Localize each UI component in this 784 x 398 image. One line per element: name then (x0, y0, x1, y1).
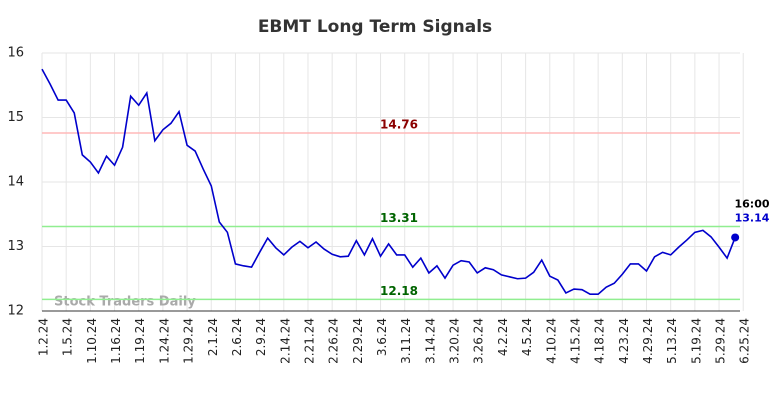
watermark: Stock Traders Daily (54, 295, 196, 310)
signal-label: 13.31 (380, 211, 418, 225)
signal-label: 14.76 (380, 117, 418, 131)
x-tick-label: 3.6.24 (375, 318, 389, 356)
y-tick-label: 12 (7, 304, 24, 319)
price-line (41, 68, 736, 296)
last-value: 13.14 (735, 211, 770, 224)
x-tick-label: 1.10.24 (85, 318, 99, 364)
x-tick-label: 2.1.24 (206, 318, 220, 356)
y-tick-label: 15 (7, 110, 24, 125)
x-tick-label: 5.29.24 (714, 318, 728, 364)
x-tick-label: 4.29.24 (641, 318, 655, 364)
x-tick-label: 2.14.24 (278, 318, 292, 364)
x-tick-label: 1.5.24 (61, 318, 75, 356)
x-tick-label: 4.15.24 (568, 318, 582, 364)
x-tick-label: 1.2.24 (37, 318, 51, 356)
x-tick-label: 6.25.24 (738, 318, 752, 364)
x-tick-label: 1.24.24 (157, 318, 171, 364)
x-tick-label: 4.23.24 (617, 318, 631, 364)
x-tick-label: 3.14.24 (423, 318, 437, 364)
y-tick-label: 14 (7, 175, 24, 190)
y-tick-label: 16 (7, 46, 24, 61)
last-time: 16:00 (734, 197, 769, 210)
x-tick-label: 2.6.24 (230, 318, 244, 356)
x-tick-label: 4.10.24 (544, 318, 558, 364)
x-tick-label: 2.29.24 (351, 318, 365, 364)
x-tick-label: 3.11.24 (399, 318, 413, 364)
x-tick-label: 4.5.24 (520, 318, 534, 356)
x-tick-label: 3.26.24 (472, 318, 486, 364)
x-tick-label: 2.26.24 (327, 318, 341, 364)
x-tick-label: 4.2.24 (496, 318, 510, 356)
y-tick-label: 13 (7, 239, 24, 254)
last-point (731, 233, 740, 242)
x-tick-label: 2.9.24 (254, 318, 268, 356)
x-tick-label: 1.29.24 (182, 318, 196, 364)
x-tick-label: 4.18.24 (593, 318, 607, 364)
signal-label: 12.18 (380, 284, 418, 298)
chart-title: EBMT Long Term Signals (258, 17, 492, 37)
x-tick-label: 5.13.24 (665, 318, 679, 364)
x-tick-label: 3.20.24 (448, 318, 462, 364)
x-tick-label: 1.16.24 (109, 318, 123, 364)
x-tick-label: 5.19.24 (689, 318, 703, 364)
x-tick-label: 2.21.24 (302, 318, 316, 364)
x-tick-label: 1.19.24 (133, 318, 147, 364)
